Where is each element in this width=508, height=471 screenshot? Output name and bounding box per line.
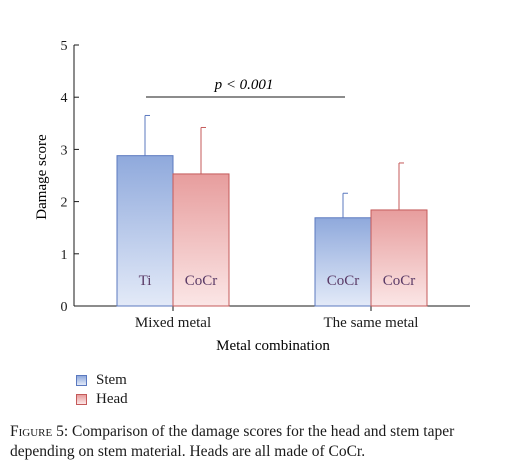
bar-head-1: [370, 209, 428, 307]
y-tick-label: 2: [61, 196, 68, 211]
bar-label: CoCr: [185, 273, 218, 289]
bar-head-0: [172, 173, 230, 307]
bar-stem-0: [116, 155, 174, 307]
bar-stem-1: [314, 217, 372, 307]
significance-annotation: p < 0.001: [146, 77, 345, 98]
x-tick-label: Mixed metal: [135, 315, 211, 331]
y-tick-label: 5: [61, 39, 68, 54]
bars: Ti CoCr CoCr CoCr: [116, 114, 428, 307]
figure-caption: Figure 5: Comparison of the damage score…: [10, 422, 502, 462]
x-tick-label: The same metal: [324, 315, 419, 331]
p-value-label: p < 0.001: [214, 77, 274, 93]
y-tick-label: 0: [61, 300, 68, 315]
legend-label-head: Head: [96, 391, 128, 407]
stem-swatch: [76, 375, 87, 386]
caption-text: Comparison of the damage scores for the …: [10, 423, 455, 460]
figure-number: Figure 5:: [10, 423, 69, 440]
x-axis-label: Metal combination: [216, 338, 330, 354]
bar-chart: 0 1 2 3 4 5 Mixed metal The same metal Ti CoCr Co…: [34, 39, 470, 354]
y-tick-label: 4: [61, 91, 68, 106]
head-swatch: [76, 394, 87, 405]
y-tick-label: 3: [61, 143, 68, 158]
y-axis-label: Damage score: [34, 134, 50, 220]
bar-label: CoCr: [383, 273, 416, 289]
legend-item-head: Head: [76, 390, 128, 409]
bar-label: CoCr: [327, 273, 360, 289]
legend: Stem Head: [76, 371, 128, 409]
y-tick-label: 1: [61, 248, 68, 263]
legend-label-stem: Stem: [96, 372, 127, 388]
legend-item-stem: Stem: [76, 371, 128, 390]
bar-label: Ti: [139, 273, 152, 289]
